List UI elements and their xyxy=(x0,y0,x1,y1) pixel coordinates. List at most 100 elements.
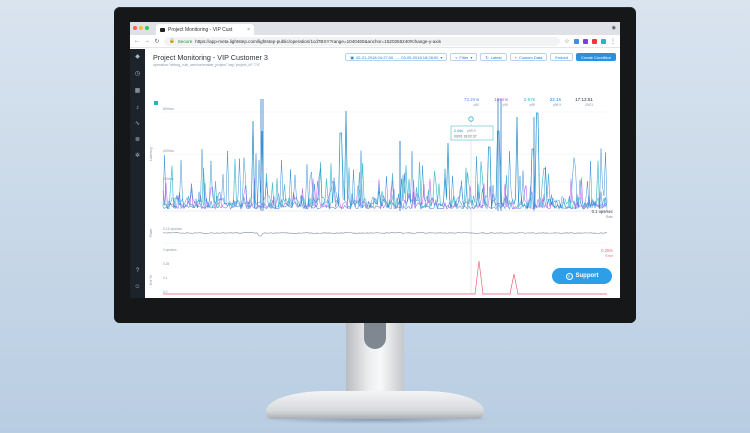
back-icon[interactable]: ← xyxy=(134,38,140,44)
screen: Project Monitoring - VIP Cust × ◉ ← → ↻ … xyxy=(130,22,620,298)
range-start: 02-21-2018 04:27:00 xyxy=(356,54,394,60)
latency-tick: 600ms xyxy=(163,107,174,111)
filter-button[interactable]: ▿ Filter ▾ xyxy=(450,53,478,61)
logo-icon[interactable]: ◆ xyxy=(135,54,140,60)
chevron-down-icon: ▾ xyxy=(440,54,443,60)
error-value: 0.25% xyxy=(601,248,613,253)
plus-icon: + xyxy=(514,54,517,60)
time-range-picker[interactable]: ▣ 02-21-2018 04:27:00 → 03-05-2018 18:28… xyxy=(345,53,448,61)
latency-series xyxy=(162,99,608,211)
latest-button[interactable]: ↻ Latest xyxy=(480,53,507,61)
url-text: https://app-meta.lightstep.com/lightstep… xyxy=(195,38,441,44)
error-line xyxy=(163,260,607,295)
error-panel: Err % 0 ops/sec 0.25 0.1 0.0 0.25% Error xyxy=(148,248,614,295)
window-controls xyxy=(133,26,149,30)
latency-panel: Latency 600ms 400ms 200ms 0.1 ops/sec Ra… xyxy=(148,99,613,219)
minimize-window-icon[interactable] xyxy=(139,26,143,30)
rate-line xyxy=(162,232,608,237)
grid-icon[interactable]: ▦ xyxy=(134,88,141,94)
latency-line xyxy=(162,110,608,211)
profile-icon[interactable]: ◉ xyxy=(611,25,616,31)
chevron-down-icon: ▾ xyxy=(470,54,473,60)
clock-icon[interactable]: ◷ xyxy=(134,71,141,77)
arrow-icon: → xyxy=(395,54,400,60)
legend-value[interactable]: 72.2ms xyxy=(464,97,480,102)
monitor-stand-base xyxy=(266,391,484,419)
maximize-window-icon[interactable] xyxy=(145,26,149,30)
star-icon[interactable]: ☆ xyxy=(564,38,570,45)
legend-value[interactable]: 2.57s xyxy=(524,97,536,102)
favicon-icon xyxy=(160,27,165,32)
error-ylabel: Err % xyxy=(148,275,153,285)
lock-icon: 🔒 xyxy=(169,38,175,43)
rate-caption: Rate xyxy=(606,215,613,219)
range-end: 03-05-2018 18:28:00 xyxy=(401,54,439,60)
app-sidebar: ◆ ◷ ▦ ♪ ∿ ≣ ✲ ? ☺ xyxy=(130,49,145,298)
tooltip xyxy=(450,125,494,141)
create-condition-button[interactable]: Create Condition xyxy=(575,53,616,61)
extension-icon[interactable] xyxy=(574,38,579,44)
latency-tick: 200ms xyxy=(163,177,174,181)
extension-icon[interactable] xyxy=(592,38,597,44)
error-tick: 0.0 xyxy=(163,290,168,294)
browser-tabbar: Project Monitoring - VIP Cust × ◉ xyxy=(130,22,620,35)
latency-line xyxy=(162,110,608,210)
legend-value[interactable]: 109ms xyxy=(494,97,508,102)
user-icon[interactable]: ☺ xyxy=(134,284,141,290)
chat-icon: ? xyxy=(565,272,573,280)
address-bar[interactable]: 🔒 Secure https://app-meta.lightstep.com/… xyxy=(164,36,560,46)
error-tick: 0.1 xyxy=(163,276,168,280)
page-title: Project Monitoring - VIP Customer 3 xyxy=(153,53,268,62)
help-icon[interactable]: ? xyxy=(135,268,140,274)
error-tick: 0.25 xyxy=(163,262,169,266)
expand-icon[interactable] xyxy=(154,101,158,105)
embed-label: Embed xyxy=(555,54,568,60)
gear-icon[interactable]: ✲ xyxy=(134,153,141,159)
rate-value: 0.1 ops/sec xyxy=(592,209,613,214)
rate-ylabel: Rate xyxy=(148,228,153,237)
filter-label: Filter xyxy=(459,54,469,60)
support-label: Support xyxy=(575,273,599,279)
menu-icon[interactable]: ⋮ xyxy=(610,38,616,45)
tooltip-value: 2.04s xyxy=(454,129,463,133)
legend-percentile: p99.9 xyxy=(553,103,561,107)
extension-icon[interactable] xyxy=(601,38,606,44)
browser-toolbar: ← → ↻ 🔒 Secure https://app-meta.lightste… xyxy=(130,35,620,48)
cursor: 2.04s p99.9 03/01 18:02:37 xyxy=(450,116,494,294)
page-subtitle: operation:"debug_rule_service/enable_pro… xyxy=(153,63,261,67)
pulse-icon[interactable]: ∿ xyxy=(134,121,141,127)
latency-ylabel: Latency xyxy=(148,147,153,161)
support-button[interactable]: ? Support xyxy=(552,268,612,284)
custom-data-label: Custom Data xyxy=(518,54,543,60)
legend-value[interactable]: 17:13:51 xyxy=(575,97,593,102)
tooltip-time: 03/01 18:02:37 xyxy=(454,135,477,139)
tab-close-icon[interactable]: × xyxy=(247,26,250,33)
error-caption: Error xyxy=(605,254,613,258)
rate-tick: 0.12 ops/sec xyxy=(163,227,183,231)
reload-icon[interactable]: ↻ xyxy=(154,38,160,45)
tooltip-pct: p99.9 xyxy=(467,129,476,133)
error-tick: 0 ops/sec xyxy=(163,248,177,252)
monitor-stand-cutout xyxy=(364,323,386,349)
cursor-point xyxy=(468,116,474,122)
monitoring-chart[interactable]: Latency 600ms 400ms 200ms 0.1 ops/sec Ra… xyxy=(145,71,620,298)
create-condition-label: Create Condition xyxy=(580,54,611,60)
custom-data-button[interactable]: + Custom Data xyxy=(509,53,548,61)
monitor-chin xyxy=(114,301,636,323)
forward-icon[interactable]: → xyxy=(144,38,150,44)
header-controls: ▣ 02-21-2018 04:27:00 → 03-05-2018 18:28… xyxy=(345,53,616,61)
legend-percentile: p99 xyxy=(530,103,536,107)
legend-percentile: 03/01 xyxy=(585,103,593,107)
close-window-icon[interactable] xyxy=(133,26,137,30)
embed-button[interactable]: Embed xyxy=(550,53,573,61)
extension-icon[interactable] xyxy=(583,38,588,44)
filter-icon: ▿ xyxy=(455,54,458,60)
stack-icon[interactable]: ≣ xyxy=(134,137,141,143)
secure-label: Secure xyxy=(177,38,193,44)
calendar-icon: ▣ xyxy=(350,54,355,60)
legend-value[interactable]: 22.1s xyxy=(550,97,562,102)
bell-icon[interactable]: ♪ xyxy=(136,105,139,111)
browser-tab[interactable]: Project Monitoring - VIP Cust × xyxy=(156,24,254,35)
app-main: Project Monitoring - VIP Customer 3 oper… xyxy=(145,49,620,298)
